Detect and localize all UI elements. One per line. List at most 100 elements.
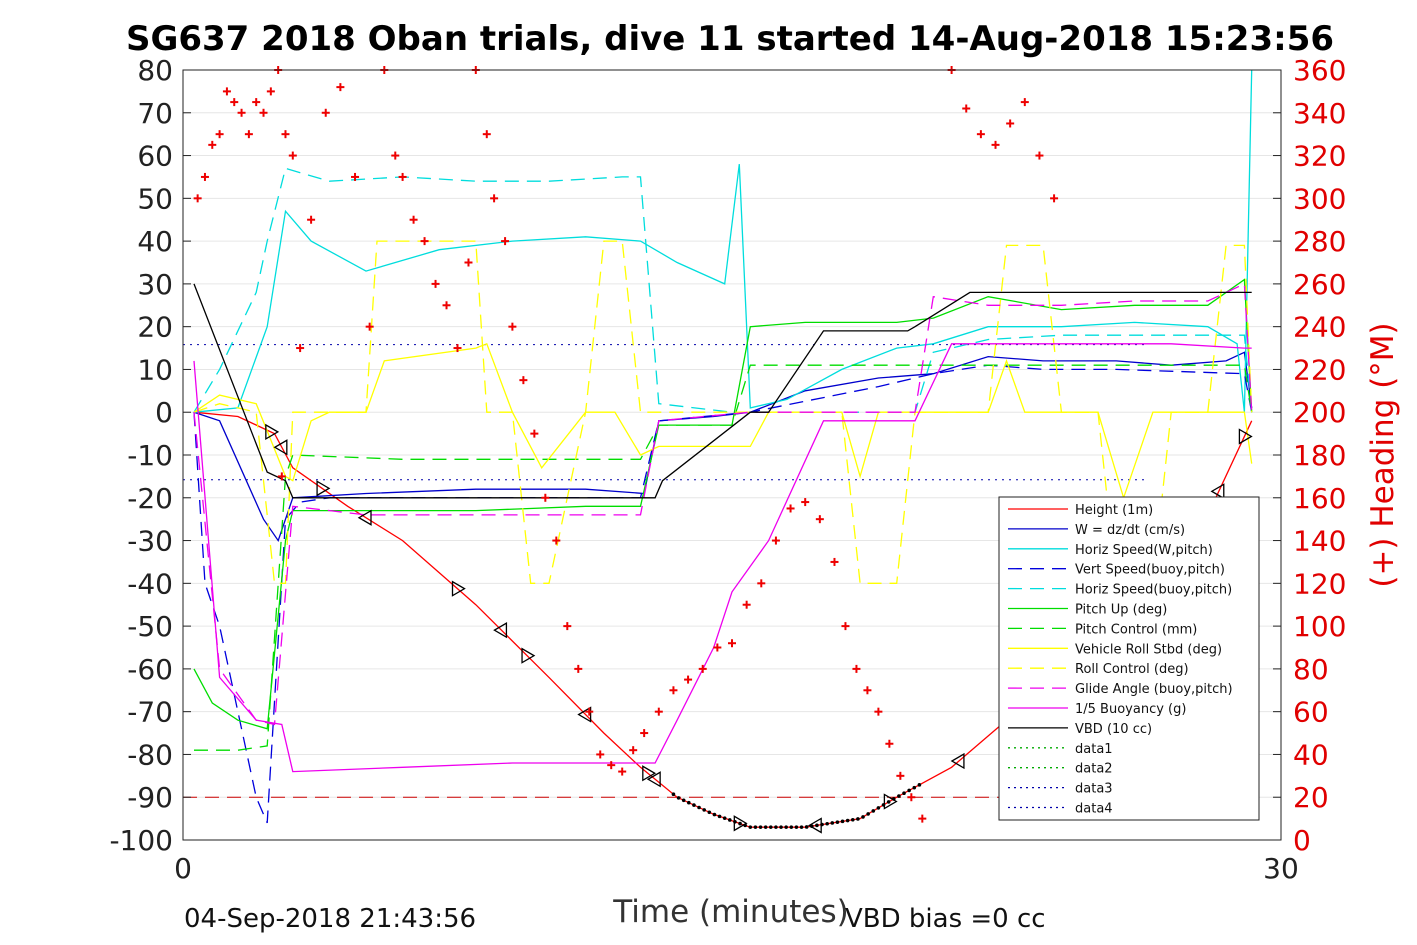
x-tick-label: 0 — [174, 852, 192, 885]
heading-point — [277, 472, 286, 481]
direction-marker — [883, 793, 898, 810]
y-axis-right-label: (+) Heading (°M) — [1365, 322, 1401, 587]
direction-marker — [642, 765, 657, 782]
height-sample-dot — [907, 788, 911, 793]
heading-point — [815, 515, 824, 524]
legend-label: Roll Control (deg) — [1075, 662, 1189, 677]
y-tick-label: 30 — [137, 268, 173, 301]
height-sample-dot — [825, 821, 829, 826]
height-sample-dot — [717, 814, 722, 819]
heading-point — [519, 376, 528, 385]
heading-point — [552, 536, 561, 545]
heading-point — [266, 87, 275, 96]
y2-tick-label: 40 — [1293, 738, 1329, 771]
heading-point — [629, 746, 638, 755]
heading-point — [453, 344, 462, 353]
direction-marker — [451, 580, 466, 597]
height-sample-dot — [804, 825, 809, 829]
heading-point — [563, 622, 572, 631]
heading-point — [215, 130, 224, 139]
y-tick-label: 50 — [137, 182, 173, 215]
reference-lines — [183, 344, 1146, 798]
height-sample-dot — [702, 808, 706, 812]
legend-label: W = dz/dt (cm/s) — [1075, 523, 1185, 538]
y-tick-label: 20 — [137, 311, 173, 344]
height-sample-dot — [784, 825, 788, 829]
y-tick-label: 40 — [137, 225, 173, 258]
y-tick-label: -40 — [127, 567, 173, 600]
legend-label: data2 — [1075, 762, 1113, 777]
y-tick-label: -60 — [127, 653, 173, 686]
legend-box — [998, 496, 1260, 821]
series-layer — [193, 69, 1253, 834]
heading-point — [259, 108, 268, 117]
x-axis: 0 30 — [174, 832, 1299, 885]
heading-point — [698, 664, 707, 673]
height-sample-dot — [753, 825, 758, 829]
height-sample-dot — [897, 794, 901, 798]
heading-point — [574, 664, 583, 673]
heading-point — [508, 322, 517, 331]
y2-tick-label: 80 — [1293, 653, 1329, 686]
series-line-9 — [193, 282, 1253, 726]
heading-point — [208, 140, 217, 149]
y2-tick-label: 160 — [1293, 482, 1346, 515]
heading-point — [596, 750, 605, 759]
y-tick-label: 10 — [137, 353, 173, 386]
y2-tick-label: 280 — [1293, 225, 1346, 258]
direction-marker — [273, 439, 288, 456]
height-sample-dot — [871, 809, 876, 813]
y-tick-label: 80 — [137, 54, 173, 87]
height-sample-dot — [712, 812, 717, 817]
height-sample-dot — [687, 800, 691, 805]
y2-tick-label: 140 — [1293, 525, 1346, 558]
direction-marker — [316, 480, 331, 497]
series-line-2 — [193, 69, 1253, 413]
heading-point — [918, 814, 927, 823]
y-tick-label: 60 — [137, 140, 173, 173]
series-line-4 — [193, 167, 1253, 413]
y2-tick-label: 260 — [1293, 268, 1346, 301]
chart-title: SG637 2018 Oban trials, dive 11 started … — [126, 19, 1334, 59]
direction-marker — [493, 622, 508, 639]
y-tick-label: -70 — [127, 696, 173, 729]
heading-point — [501, 237, 510, 246]
x-tick-label: 30 — [1263, 852, 1299, 885]
y2-tick-label: 240 — [1293, 311, 1346, 344]
height-sample-dot — [850, 817, 855, 822]
direction-marker — [265, 423, 280, 441]
height-sample-dot — [681, 798, 686, 803]
direction-marker — [807, 817, 822, 834]
series-line-5 — [193, 278, 1253, 730]
y-tick-label: -100 — [109, 824, 173, 857]
heading-point — [252, 98, 261, 107]
height-sample-dot — [886, 800, 891, 804]
heading-point — [420, 237, 429, 246]
heading-point — [618, 767, 627, 776]
heading-point — [962, 104, 971, 113]
y-axis-right: 3603403203002802602402202001801601401201… — [1273, 54, 1346, 857]
heading-point — [288, 151, 297, 160]
heading-point — [742, 600, 751, 609]
heading-point — [830, 557, 839, 566]
height-sample-dot — [728, 818, 732, 822]
y2-tick-label: 340 — [1293, 97, 1346, 130]
legend-label: 1/5 Buoyancy (g) — [1075, 702, 1186, 717]
direction-marker — [1210, 483, 1225, 500]
height-sample-dot — [917, 783, 922, 787]
y-tick-label: -50 — [127, 610, 173, 643]
heading-point — [281, 130, 290, 139]
heading-point — [464, 258, 473, 267]
heading-point — [728, 639, 736, 648]
y2-tick-label: 180 — [1293, 439, 1346, 472]
y2-tick-label: 220 — [1293, 353, 1346, 386]
height-sample-dot — [768, 825, 773, 829]
y2-tick-label: 360 — [1293, 54, 1346, 87]
legend-label: Height (1m) — [1075, 503, 1153, 518]
direction-marker — [950, 752, 965, 770]
heading-point — [193, 194, 202, 203]
heading-point — [482, 130, 491, 139]
heading-point — [200, 172, 209, 181]
heading-point — [771, 536, 780, 545]
heading-point — [1020, 98, 1029, 107]
